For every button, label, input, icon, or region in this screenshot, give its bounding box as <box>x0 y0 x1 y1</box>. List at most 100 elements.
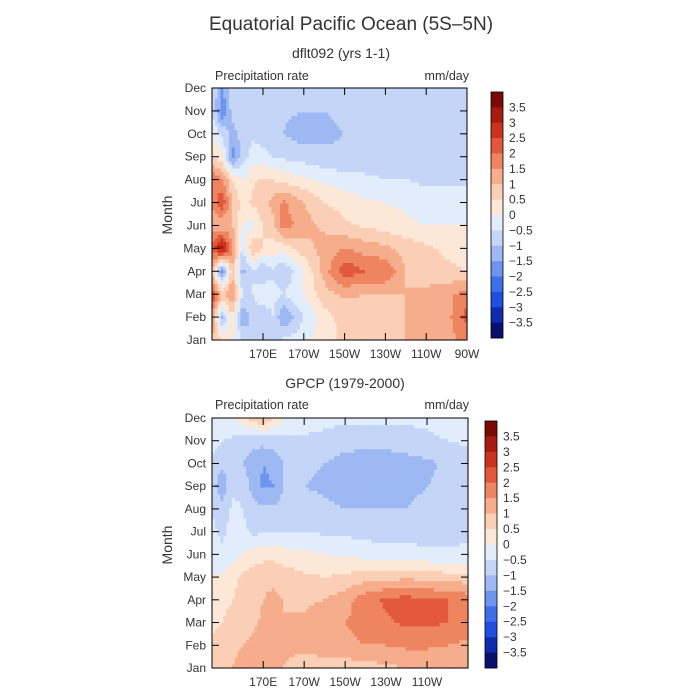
field-cell <box>413 182 417 187</box>
field-cell <box>441 207 445 212</box>
field-cell <box>214 161 219 166</box>
field-cell <box>353 242 358 247</box>
field-cell <box>390 158 394 163</box>
field-cell <box>265 231 270 236</box>
field-cell <box>214 238 219 243</box>
field-cell <box>234 151 239 156</box>
field-cell <box>353 238 358 243</box>
field-cell <box>333 189 338 194</box>
field-cell <box>316 231 321 236</box>
field-cell <box>370 214 375 219</box>
field-cell <box>333 203 338 208</box>
field-cell <box>396 179 400 184</box>
field-cell <box>251 210 256 215</box>
field-cell <box>401 193 406 198</box>
field-cell <box>455 144 460 149</box>
field-cell <box>450 126 454 131</box>
field-cell <box>316 242 321 247</box>
field-cell <box>308 147 312 152</box>
field-cell <box>288 259 292 264</box>
field-cell <box>240 133 244 138</box>
field-cell <box>433 133 437 138</box>
field-cell <box>399 88 403 93</box>
field-cell <box>464 130 468 135</box>
field-cell <box>444 95 448 100</box>
field-cell <box>370 200 375 205</box>
field-cell <box>282 123 287 128</box>
field-cell <box>265 256 270 261</box>
field-cell <box>240 168 244 173</box>
field-cell <box>353 175 358 180</box>
field-cell <box>268 228 273 233</box>
field-cell <box>458 179 462 184</box>
field-cell <box>376 210 380 215</box>
field-cell <box>367 270 372 275</box>
field-cell <box>294 224 298 229</box>
field-cell <box>435 193 440 198</box>
field-cell <box>265 147 270 152</box>
field-cell <box>348 273 352 278</box>
field-cell <box>410 266 414 271</box>
field-cell <box>401 231 406 236</box>
field-cell <box>274 210 278 215</box>
field-cell <box>274 133 278 138</box>
field-cell <box>265 207 270 212</box>
field-cell <box>302 147 307 152</box>
field-cell <box>348 256 352 261</box>
field-cell <box>274 151 278 156</box>
field-cell <box>379 200 383 205</box>
field-cell <box>263 133 267 138</box>
field-cell <box>435 196 440 201</box>
field-cell <box>345 112 349 117</box>
field-cell <box>382 123 386 128</box>
field-cell <box>376 140 380 145</box>
field-cell <box>359 88 363 93</box>
field-cell <box>407 214 411 219</box>
field-cell <box>441 200 445 205</box>
field-cell <box>319 217 324 222</box>
field-cell <box>231 238 236 243</box>
field-cell <box>299 252 304 257</box>
field-cell <box>223 280 227 285</box>
field-cell <box>387 175 392 180</box>
field-cell <box>444 245 448 250</box>
field-cell <box>362 207 366 212</box>
field-cell <box>226 249 230 254</box>
field-cell <box>248 221 253 226</box>
field-cell <box>263 182 267 187</box>
field-cell <box>450 224 454 229</box>
field-cell <box>294 98 298 103</box>
field-cell <box>328 207 332 212</box>
field-cell <box>331 270 335 275</box>
field-cell <box>350 102 355 107</box>
field-cell <box>325 130 329 135</box>
field-cell <box>387 256 392 261</box>
field-cell <box>277 186 281 191</box>
field-cell <box>257 168 261 173</box>
field-cell <box>384 217 389 222</box>
field-cell <box>246 123 250 128</box>
field-cell <box>367 196 372 201</box>
field-cell <box>427 105 431 110</box>
field-cell <box>444 235 448 240</box>
field-cell <box>325 280 329 285</box>
field-cell <box>285 119 290 124</box>
field-cell <box>441 151 445 156</box>
field-cell <box>305 175 309 180</box>
field-cell <box>212 217 216 222</box>
field-cell <box>243 270 247 275</box>
field-cell <box>421 203 426 208</box>
field-cell <box>336 256 341 261</box>
field-cell <box>265 277 270 282</box>
field-cell <box>212 91 216 96</box>
field-cell <box>342 193 346 198</box>
field-cell <box>390 266 394 271</box>
field-cell <box>452 123 457 128</box>
field-cell <box>277 277 281 282</box>
field-cell <box>274 88 278 93</box>
field-cell <box>418 168 423 173</box>
field-cell <box>302 102 307 107</box>
field-cell <box>362 270 366 275</box>
field-cell <box>274 259 278 264</box>
field-cell <box>450 196 454 201</box>
